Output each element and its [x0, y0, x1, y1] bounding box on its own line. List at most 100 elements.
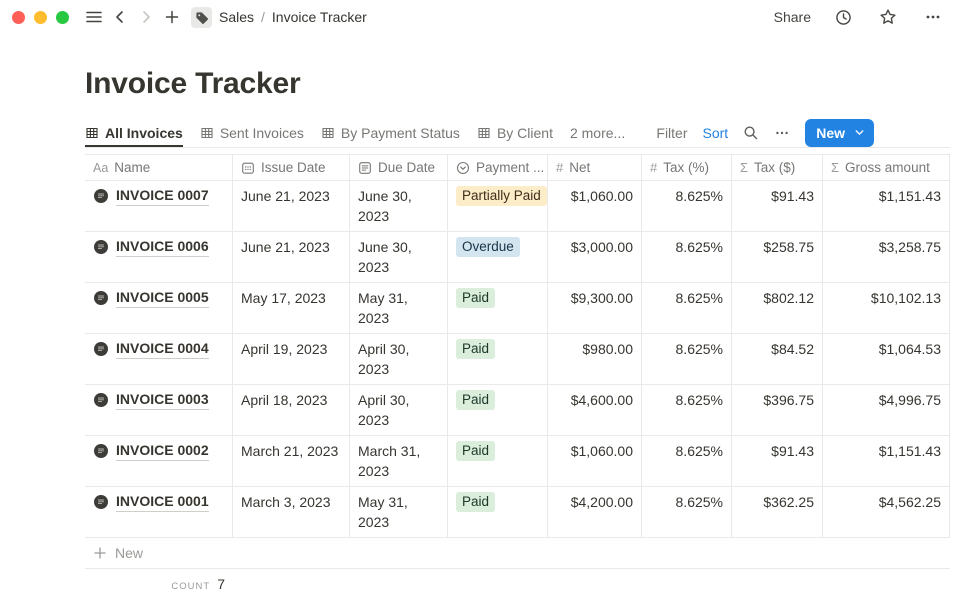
cell-tax_usd[interactable]: $84.52 [732, 334, 823, 384]
star-icon[interactable] [875, 4, 901, 30]
invoice-page-link[interactable]: INVOICE 0005 [116, 288, 209, 308]
cell-due_date[interactable]: June 30, 2023 [350, 181, 448, 231]
cell-due_date[interactable]: April 30, 2023 [350, 385, 448, 435]
cell-net[interactable]: $3,000.00 [548, 232, 642, 282]
invoice-page-link[interactable]: INVOICE 0004 [116, 339, 209, 359]
column-header-name[interactable]: Aa Name [85, 155, 233, 180]
cell-status[interactable]: Paid [448, 487, 548, 537]
count-calculation[interactable]: COUNT 7 [85, 576, 233, 592]
cell-due_date[interactable]: June 30, 2023 [350, 232, 448, 282]
cell-tax_pct[interactable]: 8.625% [642, 181, 732, 231]
cell-name[interactable]: INVOICE 0004 [85, 334, 233, 384]
search-icon[interactable] [743, 125, 759, 141]
cell-status[interactable]: Paid [448, 385, 548, 435]
cell-due_date[interactable]: March 31, 2023 [350, 436, 448, 486]
new-button[interactable]: New [805, 118, 874, 147]
invoice-page-link[interactable]: INVOICE 0006 [116, 237, 209, 257]
column-header-status[interactable]: Payment ... [448, 155, 548, 180]
cell-status[interactable]: Partially Paid [448, 181, 548, 231]
cell-gross[interactable]: $3,258.75 [823, 232, 950, 282]
view-tab-all-invoices[interactable]: All Invoices [85, 118, 183, 147]
cell-net[interactable]: $9,300.00 [548, 283, 642, 333]
cell-status[interactable]: Paid [448, 334, 548, 384]
view-options-ellipsis-icon[interactable] [774, 125, 790, 141]
cell-gross[interactable]: $1,151.43 [823, 181, 950, 231]
cell-net[interactable]: $4,600.00 [548, 385, 642, 435]
cell-net[interactable]: $1,060.00 [548, 436, 642, 486]
new-page-button[interactable] [159, 4, 185, 30]
cell-due_date[interactable]: April 30, 2023 [350, 334, 448, 384]
cell-gross[interactable]: $1,064.53 [823, 334, 950, 384]
cell-status[interactable]: Overdue [448, 232, 548, 282]
cell-issue_date[interactable]: March 21, 2023 [233, 436, 350, 486]
more-views-button[interactable]: 2 more... [569, 124, 626, 141]
cell-issue_date[interactable]: June 21, 2023 [233, 181, 350, 231]
filter-button[interactable]: Filter [656, 124, 688, 141]
share-button[interactable]: Share [773, 9, 811, 25]
invoice-page-link[interactable]: INVOICE 0007 [116, 186, 209, 206]
column-header-label: Net [569, 160, 591, 175]
invoice-page-link[interactable]: INVOICE 0003 [116, 390, 209, 410]
cell-name[interactable]: INVOICE 0001 [85, 487, 233, 537]
cell-tax_usd[interactable]: $91.43 [732, 436, 823, 486]
cell-tax_usd[interactable]: $362.25 [732, 487, 823, 537]
column-header-issue_date[interactable]: Issue Date [233, 155, 350, 180]
cell-name[interactable]: INVOICE 0002 [85, 436, 233, 486]
cell-due_date[interactable]: May 31, 2023 [350, 487, 448, 537]
add-row-button[interactable]: New [85, 538, 950, 569]
cell-gross[interactable]: $10,102.13 [823, 283, 950, 333]
cell-gross[interactable]: $1,151.43 [823, 436, 950, 486]
cell-status[interactable]: Paid [448, 436, 548, 486]
page-icon-chip[interactable] [191, 6, 212, 28]
cell-tax_pct[interactable]: 8.625% [642, 436, 732, 486]
cell-gross[interactable]: $4,996.75 [823, 385, 950, 435]
cell-name[interactable]: INVOICE 0006 [85, 232, 233, 282]
cell-net[interactable]: $1,060.00 [548, 181, 642, 231]
cell-tax_usd[interactable]: $91.43 [732, 181, 823, 231]
close-window-button[interactable] [12, 10, 25, 24]
cell-status[interactable]: Paid [448, 283, 548, 333]
cell-value: April 18, 2023 [241, 392, 328, 408]
cell-gross[interactable]: $4,562.25 [823, 487, 950, 537]
cell-tax_pct[interactable]: 8.625% [642, 385, 732, 435]
breadcrumb-page[interactable]: Invoice Tracker [271, 9, 367, 25]
minimize-window-button[interactable] [34, 10, 47, 24]
cell-tax_usd[interactable]: $802.12 [732, 283, 823, 333]
cell-name[interactable]: INVOICE 0003 [85, 385, 233, 435]
view-tab-by-client[interactable]: By Client [477, 118, 553, 147]
cell-issue_date[interactable]: April 18, 2023 [233, 385, 350, 435]
cell-tax_usd[interactable]: $396.75 [732, 385, 823, 435]
cell-net[interactable]: $980.00 [548, 334, 642, 384]
forward-button[interactable] [133, 4, 159, 30]
cell-tax_pct[interactable]: 8.625% [642, 334, 732, 384]
back-button[interactable] [107, 4, 133, 30]
column-header-tax_pct[interactable]: # Tax (%) [642, 155, 732, 180]
cell-issue_date[interactable]: April 19, 2023 [233, 334, 350, 384]
cell-tax_pct[interactable]: 8.625% [642, 283, 732, 333]
cell-issue_date[interactable]: June 21, 2023 [233, 232, 350, 282]
ellipsis-icon[interactable] [920, 4, 946, 30]
cell-net[interactable]: $4,200.00 [548, 487, 642, 537]
maximize-window-button[interactable] [56, 10, 69, 24]
clock-icon[interactable] [830, 4, 856, 30]
invoice-page-link[interactable]: INVOICE 0002 [116, 441, 209, 461]
invoice-page-link[interactable]: INVOICE 0001 [116, 492, 209, 512]
column-header-net[interactable]: # Net [548, 155, 642, 180]
cell-tax_pct[interactable]: 8.625% [642, 232, 732, 282]
chevron-down-icon[interactable] [854, 127, 865, 138]
breadcrumb-section[interactable]: Sales [219, 9, 255, 25]
column-header-due_date[interactable]: Due Date [350, 155, 448, 180]
cell-tax_pct[interactable]: 8.625% [642, 487, 732, 537]
sort-button[interactable]: Sort [702, 124, 729, 141]
cell-tax_usd[interactable]: $258.75 [732, 232, 823, 282]
column-header-gross[interactable]: Σ Gross amount [823, 155, 950, 180]
view-tab-by-payment-status[interactable]: By Payment Status [321, 118, 460, 147]
cell-name[interactable]: INVOICE 0005 [85, 283, 233, 333]
menu-icon[interactable] [81, 4, 107, 30]
cell-issue_date[interactable]: March 3, 2023 [233, 487, 350, 537]
cell-due_date[interactable]: May 31, 2023 [350, 283, 448, 333]
view-tab-sent-invoices[interactable]: Sent Invoices [200, 118, 304, 147]
cell-name[interactable]: INVOICE 0007 [85, 181, 233, 231]
cell-issue_date[interactable]: May 17, 2023 [233, 283, 350, 333]
column-header-tax_usd[interactable]: Σ Tax ($) [732, 155, 823, 180]
